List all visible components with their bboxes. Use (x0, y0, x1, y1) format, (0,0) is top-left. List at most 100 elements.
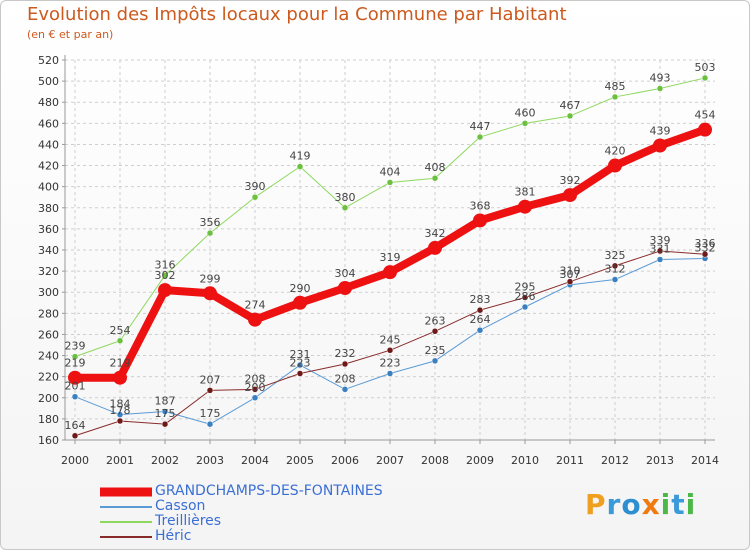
data-label-casson: 231 (290, 348, 311, 361)
data-label-grandchamps-des-fontaines: 304 (335, 267, 356, 280)
x-tick-label: 2004 (241, 454, 269, 467)
data-label-treilli-res: 503 (695, 61, 716, 74)
data-point-h-ric (386, 347, 394, 354)
legend-swatch (100, 487, 152, 496)
data-point-h-ric (161, 420, 169, 428)
data-label-grandchamps-des-fontaines: 381 (515, 186, 536, 199)
data-label-treilli-res: 239 (65, 340, 86, 353)
data-point-h-ric (431, 328, 439, 335)
data-point-grandchamps-des-fontaines (383, 265, 397, 280)
data-point-grandchamps-des-fontaines (473, 213, 487, 228)
data-label-treilli-res: 467 (560, 99, 581, 112)
data-label-h-ric: 164 (65, 419, 86, 432)
data-point-treilli-res (566, 112, 574, 120)
data-point-treilli-res (71, 353, 79, 360)
data-point-casson (71, 393, 79, 400)
data-label-treilli-res: 447 (470, 120, 491, 133)
data-point-casson (656, 256, 664, 263)
legend-label: Treillières (155, 513, 222, 529)
y-tick-label: 440 (38, 138, 59, 151)
data-label-h-ric: 223 (290, 357, 311, 370)
data-point-casson (251, 394, 259, 402)
chart-subtitle: (en € et par an) (27, 28, 114, 41)
data-label-casson: 331 (650, 243, 671, 256)
y-tick-label: 380 (38, 202, 59, 215)
data-point-treilli-res (701, 74, 709, 82)
data-point-treilli-res (476, 133, 484, 141)
data-label-casson: 307 (560, 268, 581, 281)
data-label-treilli-res: 485 (605, 80, 626, 93)
data-point-grandchamps-des-fontaines (653, 138, 667, 153)
data-point-treilli-res (206, 229, 214, 237)
x-tick-label: 2013 (646, 454, 674, 467)
y-tick-label: 520 (38, 54, 59, 67)
chart-title: Evolution des Impôts locaux pour la Comm… (27, 4, 567, 25)
y-tick-label: 260 (38, 328, 59, 341)
data-label-casson: 223 (380, 357, 401, 370)
data-point-casson (296, 361, 304, 369)
data-point-grandchamps-des-fontaines (698, 122, 712, 137)
x-tick-label: 2007 (376, 454, 404, 467)
data-label-h-ric: 295 (515, 281, 536, 294)
data-point-grandchamps-des-fontaines (563, 188, 577, 203)
data-label-h-ric: 336 (695, 237, 716, 250)
data-point-treilli-res (656, 85, 664, 92)
data-point-casson (386, 370, 394, 377)
data-label-h-ric: 263 (425, 314, 446, 327)
data-point-grandchamps-des-fontaines (68, 370, 82, 385)
data-point-grandchamps-des-fontaines (158, 283, 172, 298)
legend-swatch (100, 505, 152, 508)
x-tick-label: 2012 (601, 454, 629, 467)
x-tick-label: 2003 (196, 454, 224, 467)
data-label-grandchamps-des-fontaines: 439 (650, 125, 671, 138)
data-point-grandchamps-des-fontaines (518, 199, 532, 214)
data-label-casson: 200 (245, 381, 266, 394)
data-label-h-ric: 232 (335, 347, 356, 360)
legend-swatch (100, 535, 152, 538)
y-tick-label: 160 (38, 434, 59, 447)
data-label-treilli-res: 404 (380, 165, 401, 178)
data-point-treilli-res (431, 174, 439, 182)
y-tick-label: 300 (38, 286, 59, 299)
y-tick-label: 340 (38, 244, 59, 257)
y-tick-label: 200 (38, 392, 59, 405)
data-point-treilli-res (296, 163, 304, 170)
legend-label: Casson (155, 498, 206, 514)
data-point-grandchamps-des-fontaines (248, 312, 262, 327)
data-point-h-ric (701, 250, 709, 258)
y-tick-label: 320 (38, 265, 59, 278)
data-label-treilli-res: 460 (515, 106, 536, 119)
data-label-treilli-res: 390 (245, 180, 266, 193)
data-point-h-ric (566, 278, 574, 285)
data-label-h-ric: 207 (200, 373, 221, 386)
data-point-casson (431, 357, 439, 365)
data-label-h-ric: 339 (650, 234, 671, 247)
y-tick-label: 420 (38, 160, 59, 173)
data-point-grandchamps-des-fontaines (113, 370, 127, 385)
data-label-treilli-res: 356 (200, 216, 221, 229)
logo-letter: i (685, 488, 697, 521)
data-label-grandchamps-des-fontaines: 420 (605, 145, 626, 158)
x-tick-label: 2009 (466, 454, 494, 467)
data-point-treilli-res (341, 204, 349, 212)
data-label-casson: 264 (470, 313, 491, 326)
data-point-h-ric (206, 387, 214, 394)
data-label-treilli-res: 408 (425, 161, 446, 174)
data-point-casson (161, 408, 169, 415)
data-label-h-ric: 175 (155, 407, 176, 420)
data-label-treilli-res: 380 (335, 191, 356, 204)
data-label-casson: 286 (515, 290, 536, 303)
data-point-h-ric (71, 432, 79, 440)
data-label-h-ric: 208 (245, 372, 266, 385)
data-label-casson: 201 (65, 380, 86, 393)
data-point-h-ric (296, 370, 304, 377)
y-tick-label: 220 (38, 371, 59, 384)
data-label-casson: 332 (695, 241, 716, 254)
x-tick-label: 2010 (511, 454, 539, 467)
data-point-grandchamps-des-fontaines (428, 240, 442, 255)
data-label-h-ric: 245 (380, 333, 401, 346)
data-point-casson (476, 326, 484, 334)
data-point-h-ric (611, 262, 619, 270)
data-label-grandchamps-des-fontaines: 342 (425, 227, 446, 240)
data-point-grandchamps-des-fontaines (338, 281, 352, 295)
